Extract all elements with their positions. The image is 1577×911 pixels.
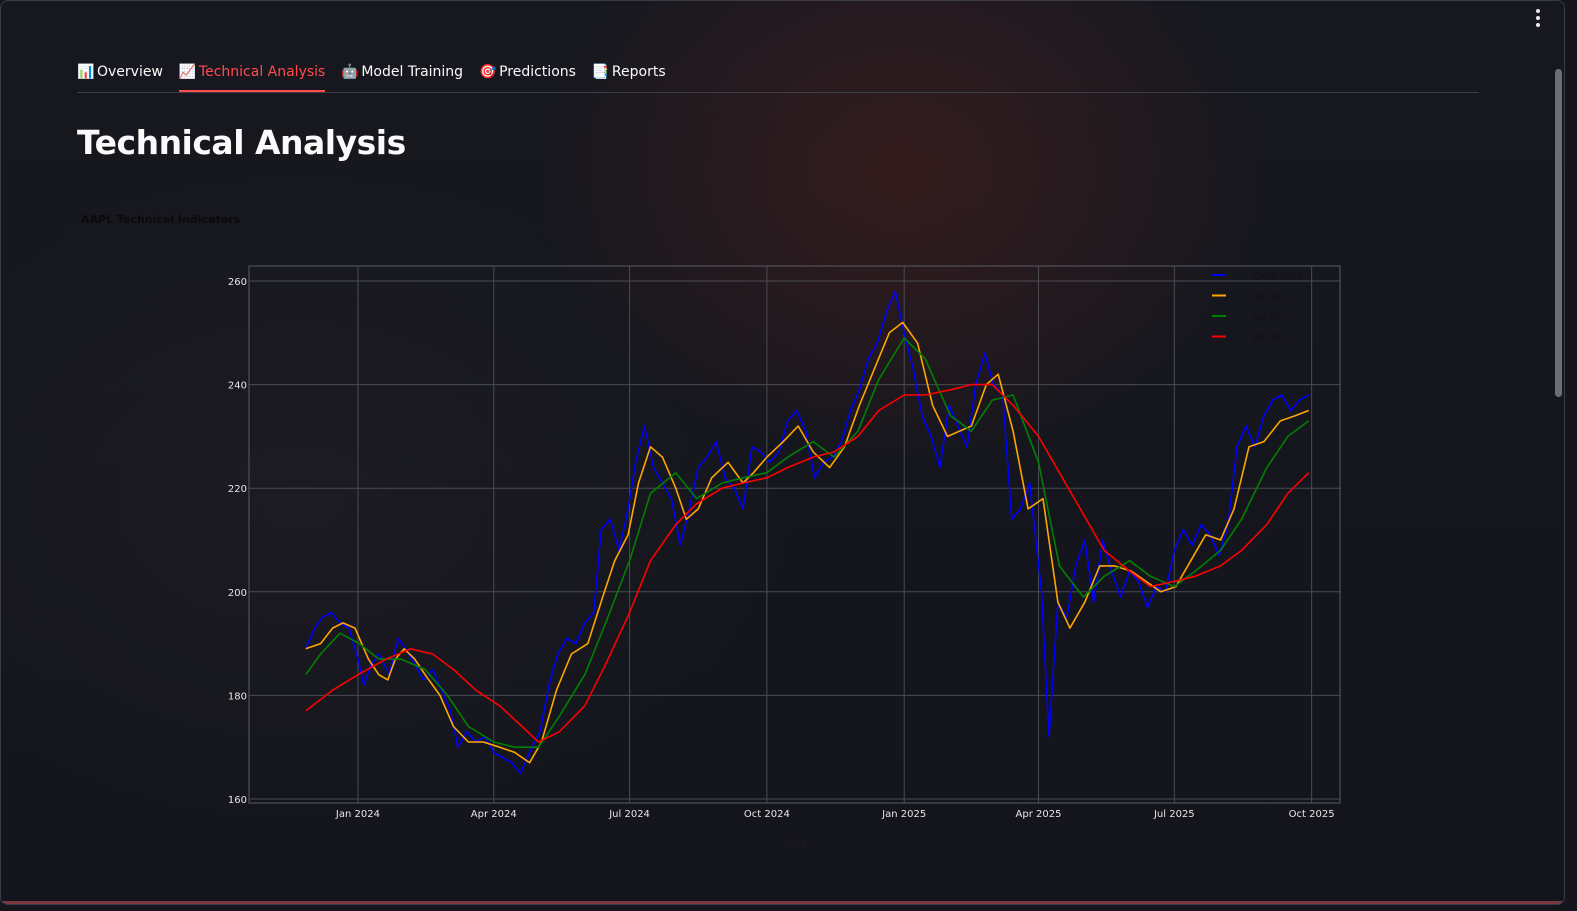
plot-frame xyxy=(248,265,1341,804)
page-title: Technical Analysis xyxy=(77,123,406,162)
window-bottom-edge xyxy=(1,901,1564,904)
document-icon: 📑 xyxy=(591,64,610,80)
x-tick-label: Jan 2024 xyxy=(335,809,380,820)
x-tick-label: Oct 2024 xyxy=(744,809,790,820)
more-vertical-icon-dot xyxy=(1536,16,1540,20)
tab-label: Technical Analysis xyxy=(198,64,326,80)
series-line-close-price xyxy=(304,290,1310,774)
tab-model-training[interactable]: 🤖 Model Training xyxy=(341,53,463,91)
tab-bar: 📊 Overview 📈 Technical Analysis 🤖 Model … xyxy=(77,53,1479,93)
main-menu-button[interactable] xyxy=(1528,7,1548,29)
trending-up-icon: 📈 xyxy=(178,64,197,80)
y-tick-label: 180 xyxy=(228,691,247,702)
tab-label: Overview xyxy=(97,64,163,80)
tab-label: Reports xyxy=(611,64,666,80)
more-vertical-icon xyxy=(1536,9,1540,13)
chart-axes: 160 180 200 220 240 260 Jan 2024 Apr 2024 Jul 20… xyxy=(195,277,1335,849)
legend-label: Close Price xyxy=(1253,272,1303,282)
tab-label: Model Training xyxy=(361,64,464,80)
chart-legend[interactable]: Close Price MA 10 MA 20 MA 50 xyxy=(1212,272,1303,344)
tab-predictions[interactable]: 🎯 Predictions xyxy=(479,53,576,91)
chart-series xyxy=(304,290,1310,774)
x-tick-label: Oct 2025 xyxy=(1289,809,1335,820)
tab-technical-analysis[interactable]: 📈 Technical Analysis xyxy=(178,53,326,92)
target-icon: 🎯 xyxy=(479,64,497,80)
more-vertical-icon-dot xyxy=(1536,23,1540,27)
page-scrollbar[interactable] xyxy=(1555,69,1562,397)
x-tick-label: Apr 2025 xyxy=(1016,809,1062,820)
bar-chart-icon: 📊 xyxy=(77,64,95,80)
chart-grid xyxy=(248,265,1341,804)
series-line-ma-50 xyxy=(305,383,1310,743)
y-tick-label: 260 xyxy=(228,277,247,288)
x-axis-label: Date xyxy=(783,838,807,849)
y-tick-label: 220 xyxy=(228,484,247,495)
series-line-ma-20 xyxy=(305,337,1310,748)
legend-label: MA 20 xyxy=(1253,313,1282,323)
y-tick-label: 200 xyxy=(228,588,247,599)
chart-title: AAPL Technical Indicators xyxy=(81,213,241,226)
y-tick-label: 240 xyxy=(228,381,247,392)
x-tick-label: Jul 2025 xyxy=(1153,809,1195,820)
legend-label: MA 10 xyxy=(1253,293,1282,303)
y-tick-label: 160 xyxy=(228,795,247,806)
y-axis-label: Price xyxy=(195,524,206,548)
legend-label: MA 50 xyxy=(1253,334,1282,344)
tab-reports[interactable]: 📑 Reports xyxy=(592,53,666,91)
tab-overview[interactable]: 📊 Overview xyxy=(77,53,163,91)
tab-label: Predictions xyxy=(499,64,576,80)
x-tick-label: Apr 2024 xyxy=(471,809,517,820)
x-tick-label: Jul 2024 xyxy=(608,809,650,820)
x-tick-label: Jan 2025 xyxy=(881,809,926,820)
robot-icon: 🤖 xyxy=(341,64,359,80)
series-line-ma-10 xyxy=(305,321,1309,764)
